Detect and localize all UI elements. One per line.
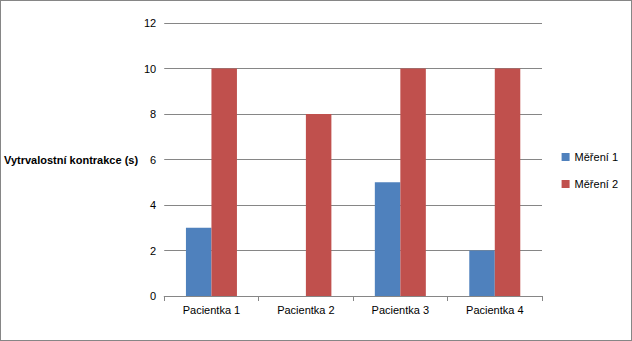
svg-text:12: 12 [144,17,156,29]
svg-text:10: 10 [144,63,156,75]
svg-text:Pacientka 2: Pacientka 2 [277,304,334,316]
svg-text:8: 8 [150,108,156,120]
svg-text:Pacientka 3: Pacientka 3 [372,304,429,316]
svg-text:Měření 1: Měření 1 [575,151,618,163]
svg-text:0: 0 [150,290,156,302]
svg-text:Pacientka 4: Pacientka 4 [466,304,523,316]
svg-text:4: 4 [150,199,156,211]
svg-text:2: 2 [150,245,156,257]
svg-text:Vytrvalostní kontrakce (s): Vytrvalostní kontrakce (s) [4,154,138,166]
svg-text:Měření 2: Měření 2 [575,178,618,190]
svg-text:6: 6 [150,154,156,166]
svg-text:Pacientka 1: Pacientka 1 [183,304,240,316]
